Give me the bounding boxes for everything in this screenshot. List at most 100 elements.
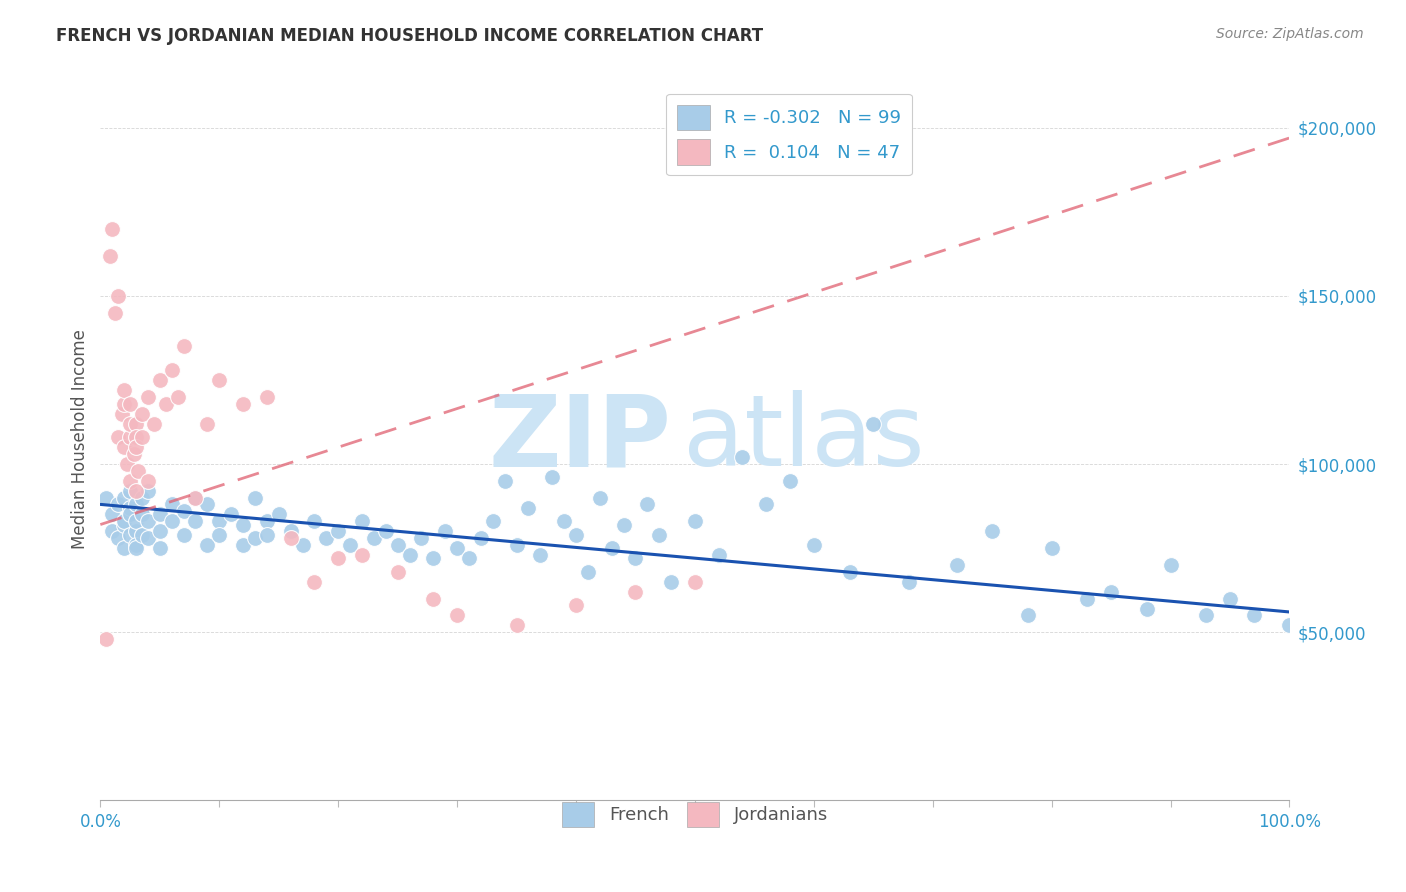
Point xyxy=(1017,608,1039,623)
Point xyxy=(862,417,884,431)
Point xyxy=(411,531,433,545)
Point xyxy=(131,491,153,505)
Point xyxy=(1195,608,1218,623)
Point xyxy=(195,417,218,431)
Point xyxy=(125,538,148,552)
Point xyxy=(565,599,588,613)
Point xyxy=(149,508,172,522)
Point xyxy=(112,440,135,454)
Point xyxy=(256,527,278,541)
Point xyxy=(683,514,706,528)
Point xyxy=(125,497,148,511)
Point xyxy=(149,541,172,555)
Point xyxy=(422,551,444,566)
Point xyxy=(125,440,148,454)
Point xyxy=(1040,541,1063,555)
Point xyxy=(446,541,468,555)
Text: Source: ZipAtlas.com: Source: ZipAtlas.com xyxy=(1216,27,1364,41)
Point xyxy=(267,508,290,522)
Point xyxy=(232,396,254,410)
Point xyxy=(387,538,409,552)
Point xyxy=(350,548,373,562)
Point xyxy=(112,396,135,410)
Point xyxy=(101,508,124,522)
Point xyxy=(136,390,159,404)
Point xyxy=(613,517,636,532)
Point xyxy=(107,289,129,303)
Point xyxy=(897,574,920,589)
Point xyxy=(624,584,647,599)
Point xyxy=(149,373,172,387)
Point xyxy=(107,497,129,511)
Point xyxy=(195,538,218,552)
Point xyxy=(125,514,148,528)
Point xyxy=(576,565,599,579)
Point xyxy=(350,514,373,528)
Point xyxy=(131,508,153,522)
Point xyxy=(328,551,350,566)
Point xyxy=(136,531,159,545)
Point xyxy=(565,527,588,541)
Point xyxy=(1243,608,1265,623)
Point xyxy=(142,417,165,431)
Point xyxy=(120,508,142,522)
Point xyxy=(122,447,145,461)
Point xyxy=(232,538,254,552)
Point xyxy=(184,491,207,505)
Text: ZIP: ZIP xyxy=(488,391,671,487)
Point xyxy=(131,430,153,444)
Point xyxy=(648,527,671,541)
Point xyxy=(1136,601,1159,615)
Point xyxy=(243,491,266,505)
Point xyxy=(136,474,159,488)
Point xyxy=(731,450,754,465)
Point xyxy=(1099,584,1122,599)
Point xyxy=(624,551,647,566)
Point xyxy=(280,524,302,539)
Point xyxy=(120,527,142,541)
Point xyxy=(339,538,361,552)
Point xyxy=(981,524,1004,539)
Point xyxy=(125,541,148,555)
Point xyxy=(101,221,124,235)
Point xyxy=(125,483,148,498)
Point xyxy=(315,531,337,545)
Point xyxy=(195,497,218,511)
Point xyxy=(173,339,195,353)
Point xyxy=(256,514,278,528)
Point xyxy=(470,531,492,545)
Point xyxy=(112,383,135,397)
Point xyxy=(120,396,142,410)
Point xyxy=(125,417,148,431)
Y-axis label: Median Household Income: Median Household Income xyxy=(72,329,89,549)
Point xyxy=(96,491,118,505)
Point xyxy=(363,531,385,545)
Point xyxy=(1278,618,1301,632)
Point xyxy=(707,548,730,562)
Point xyxy=(803,538,825,552)
Point xyxy=(112,517,135,532)
Point xyxy=(173,527,195,541)
Point xyxy=(779,474,801,488)
Point xyxy=(120,500,142,515)
Point xyxy=(683,574,706,589)
Point xyxy=(120,417,142,431)
Point xyxy=(184,491,207,505)
Point xyxy=(458,551,481,566)
Point xyxy=(945,558,967,572)
Point xyxy=(1076,591,1098,606)
Point xyxy=(208,514,231,528)
Point xyxy=(160,497,183,511)
Point xyxy=(120,474,142,488)
Point xyxy=(838,565,860,579)
Point xyxy=(104,306,127,320)
Point xyxy=(149,524,172,539)
Point xyxy=(553,514,575,528)
Point xyxy=(184,514,207,528)
Point xyxy=(96,632,118,646)
Point xyxy=(125,430,148,444)
Point xyxy=(304,514,326,528)
Point xyxy=(160,514,183,528)
Point xyxy=(127,464,149,478)
Point xyxy=(155,396,177,410)
